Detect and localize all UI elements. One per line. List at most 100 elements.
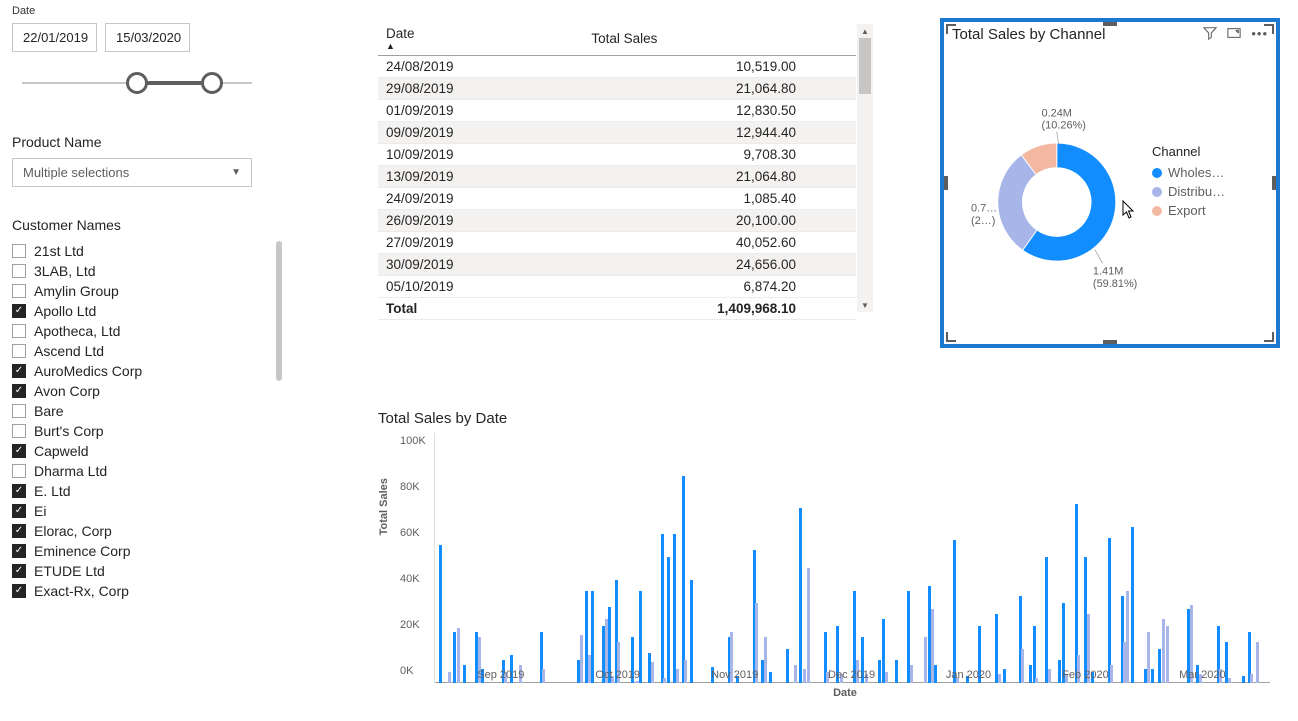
checkbox[interactable]	[12, 284, 26, 298]
customer-item[interactable]: Eminence Corp	[12, 541, 282, 561]
chart-bar[interactable]	[1003, 669, 1006, 683]
customer-item[interactable]: Elorac, Corp	[12, 521, 282, 541]
chart-bar[interactable]	[878, 660, 881, 683]
chart-bar[interactable]	[661, 534, 664, 684]
chart-bar[interactable]	[1242, 676, 1245, 683]
chart-bar[interactable]	[803, 669, 806, 683]
chart-bar[interactable]	[807, 568, 810, 683]
chart-bar[interactable]	[769, 672, 772, 684]
date-range-slider[interactable]	[12, 64, 262, 104]
scroll-down-icon[interactable]: ▼	[857, 298, 873, 312]
chart-bar[interactable]	[1166, 626, 1169, 684]
table-row[interactable]: 26/09/201920,100.00	[378, 210, 856, 232]
chart-bar[interactable]	[651, 662, 654, 683]
checkbox[interactable]	[12, 484, 26, 498]
customer-item[interactable]: Apotheca, Ltd	[12, 321, 282, 341]
checkbox[interactable]	[12, 244, 26, 258]
sales-table[interactable]: Date▲ Total Sales 24/08/201910,519.0029/…	[378, 22, 856, 320]
chart-bar[interactable]	[995, 614, 998, 683]
focus-mode-icon[interactable]	[1227, 26, 1241, 43]
chart-bar[interactable]	[885, 672, 888, 684]
checkbox[interactable]	[12, 344, 26, 358]
table-row[interactable]: 27/09/201940,052.60	[378, 232, 856, 254]
chart-bar[interactable]	[794, 665, 797, 683]
chart-bar[interactable]	[1228, 678, 1231, 683]
chart-bar[interactable]	[690, 580, 693, 684]
customer-item[interactable]: Ei	[12, 501, 282, 521]
table-row[interactable]: 09/09/201912,944.40	[378, 122, 856, 144]
chart-bar[interactable]	[1048, 669, 1051, 683]
checkbox[interactable]	[12, 544, 26, 558]
table-row[interactable]: 13/09/201921,064.80	[378, 166, 856, 188]
customer-item[interactable]: E. Ltd	[12, 481, 282, 501]
chart-bar[interactable]	[1035, 678, 1038, 683]
chart-bar[interactable]	[895, 660, 898, 683]
chart-bar[interactable]	[799, 508, 802, 683]
chart-bar[interactable]	[924, 637, 927, 683]
table-row[interactable]: 29/08/201921,064.80	[378, 78, 856, 100]
chart-bar[interactable]	[591, 591, 594, 683]
product-dropdown[interactable]: Multiple selections ▼	[12, 158, 252, 187]
checkbox[interactable]	[12, 524, 26, 538]
resize-handle[interactable]	[1264, 24, 1274, 34]
donut-chart[interactable]: 0.24M(10.26%)0.7…(2…)1.41M(59.81%)	[952, 53, 1152, 313]
slider-handle-start[interactable]	[126, 72, 148, 94]
chart-bar[interactable]	[934, 665, 937, 683]
checkbox[interactable]	[12, 404, 26, 418]
chart-bar[interactable]	[1151, 669, 1154, 683]
chart-bar[interactable]	[764, 637, 767, 683]
customer-item[interactable]: Avon Corp	[12, 381, 282, 401]
customer-item[interactable]: Capweld	[12, 441, 282, 461]
date-start-input[interactable]: 22/01/2019	[12, 23, 97, 52]
table-row[interactable]: 24/08/201910,519.00	[378, 56, 856, 78]
resize-handle[interactable]	[944, 176, 948, 190]
chart-bar[interactable]	[463, 665, 466, 683]
checkbox[interactable]	[12, 384, 26, 398]
chart-bar[interactable]	[910, 665, 913, 683]
chart-bar[interactable]	[1131, 527, 1134, 683]
chart-bar[interactable]	[676, 669, 679, 683]
chart-bar[interactable]	[1126, 591, 1129, 683]
table-row[interactable]: 01/09/201912,830.50	[378, 100, 856, 122]
date-end-input[interactable]: 15/03/2020	[105, 23, 190, 52]
scrollbar-thumb[interactable]	[859, 38, 871, 94]
checkbox[interactable]	[12, 584, 26, 598]
checkbox[interactable]	[12, 364, 26, 378]
resize-handle[interactable]	[1103, 340, 1117, 344]
chart-bar[interactable]	[1029, 665, 1032, 683]
customer-item[interactable]: Exact-Rx, Corp	[12, 581, 282, 601]
customer-item[interactable]: 21st Ltd	[12, 241, 282, 261]
chart-bar[interactable]	[1250, 674, 1253, 683]
chart-bar[interactable]	[542, 669, 545, 683]
resize-handle[interactable]	[946, 332, 956, 342]
table-row[interactable]: 24/09/20191,085.40	[378, 188, 856, 210]
legend-item[interactable]: Wholes…	[1152, 165, 1225, 180]
checkbox[interactable]	[12, 444, 26, 458]
chart-bar[interactable]	[998, 674, 1001, 683]
resize-handle[interactable]	[1103, 22, 1117, 26]
table-scrollbar[interactable]: ▲ ▼	[857, 24, 873, 312]
legend-item[interactable]: Distribu…	[1152, 184, 1225, 199]
chart-bar[interactable]	[439, 545, 442, 683]
customer-item[interactable]: 3LAB, Ltd	[12, 261, 282, 281]
chart-bar[interactable]	[580, 635, 583, 683]
legend-item[interactable]: Export	[1152, 203, 1225, 218]
chart-bar[interactable]	[673, 534, 676, 684]
resize-handle[interactable]	[1272, 176, 1276, 190]
table-col-date[interactable]: Date▲	[378, 22, 551, 56]
table-row[interactable]: 10/09/20199,708.30	[378, 144, 856, 166]
slider-handle-end[interactable]	[201, 72, 223, 94]
chart-bar[interactable]	[786, 649, 789, 684]
checkbox[interactable]	[12, 504, 26, 518]
donut-visual-selected[interactable]: Total Sales by Channel ••• 0.24M(10.26%)…	[940, 18, 1280, 348]
checkbox[interactable]	[12, 304, 26, 318]
chart-bar[interactable]	[1033, 626, 1036, 684]
checkbox[interactable]	[12, 564, 26, 578]
customer-item[interactable]: Burt's Corp	[12, 421, 282, 441]
chart-bar[interactable]	[667, 557, 670, 684]
checkbox[interactable]	[12, 424, 26, 438]
chart-bar[interactable]	[1110, 665, 1113, 683]
customer-item[interactable]: Dharma Ltd	[12, 461, 282, 481]
chart-bar[interactable]	[953, 540, 956, 683]
customer-item[interactable]: Ascend Ltd	[12, 341, 282, 361]
